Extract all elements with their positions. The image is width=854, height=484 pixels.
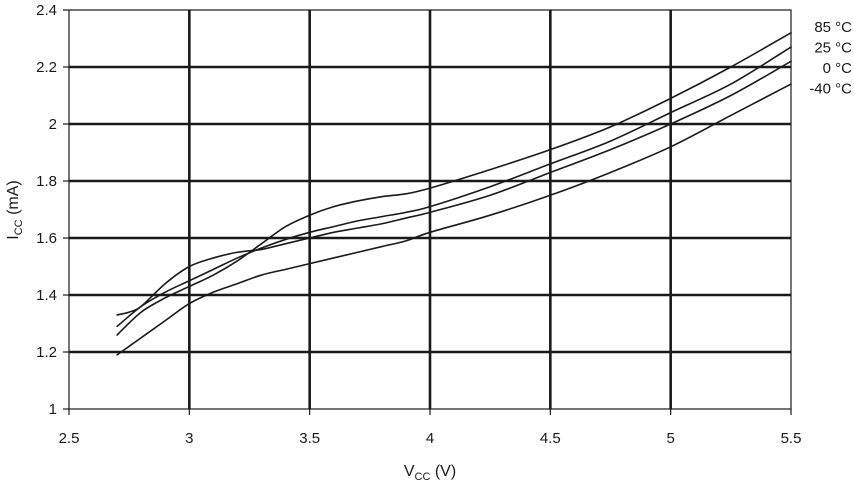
legend-entry: -40 °C bbox=[809, 81, 852, 98]
series-line-0c bbox=[116, 60, 792, 316]
y-axis-label: ICC (mA) bbox=[5, 180, 25, 239]
y-tick-label: 1 bbox=[49, 401, 57, 418]
grid bbox=[69, 10, 791, 409]
y-tick-label: 2.4 bbox=[36, 2, 57, 19]
x-tick-label: 4.5 bbox=[540, 430, 561, 447]
x-tick-label: 5.5 bbox=[781, 430, 802, 447]
series-line--40c bbox=[116, 83, 792, 356]
legend-entry: 0 °C bbox=[823, 60, 853, 77]
series-line-25c bbox=[116, 46, 792, 328]
x-tick-label: 4 bbox=[426, 430, 434, 447]
legend: 85 °C 25 °C 0 °C -40 °C bbox=[809, 19, 852, 98]
y-axis-ticks: 1 1.2 1.4 1.6 1.8 2 2.2 2.4 bbox=[36, 2, 69, 418]
y-tick-label: 2.2 bbox=[36, 59, 57, 76]
x-tick-label: 5 bbox=[666, 430, 674, 447]
y-tick-label: 2 bbox=[49, 116, 57, 133]
legend-entry: 25 °C bbox=[814, 40, 852, 57]
x-tick-label: 3 bbox=[185, 430, 193, 447]
y-tick-label: 1.6 bbox=[36, 230, 57, 247]
series-curves bbox=[116, 31, 792, 356]
x-tick-label: 2.5 bbox=[59, 430, 80, 447]
series-line-85c bbox=[116, 31, 792, 336]
x-axis-ticks: 2.5 3 3.5 4 4.5 5 5.5 bbox=[59, 409, 802, 447]
x-tick-label: 3.5 bbox=[299, 430, 320, 447]
y-tick-label: 1.2 bbox=[36, 344, 57, 361]
legend-entry: 85 °C bbox=[814, 19, 852, 36]
y-tick-label: 1.4 bbox=[36, 287, 57, 304]
y-tick-label: 1.8 bbox=[36, 173, 57, 190]
x-axis-label: VCC (V) bbox=[404, 463, 456, 483]
